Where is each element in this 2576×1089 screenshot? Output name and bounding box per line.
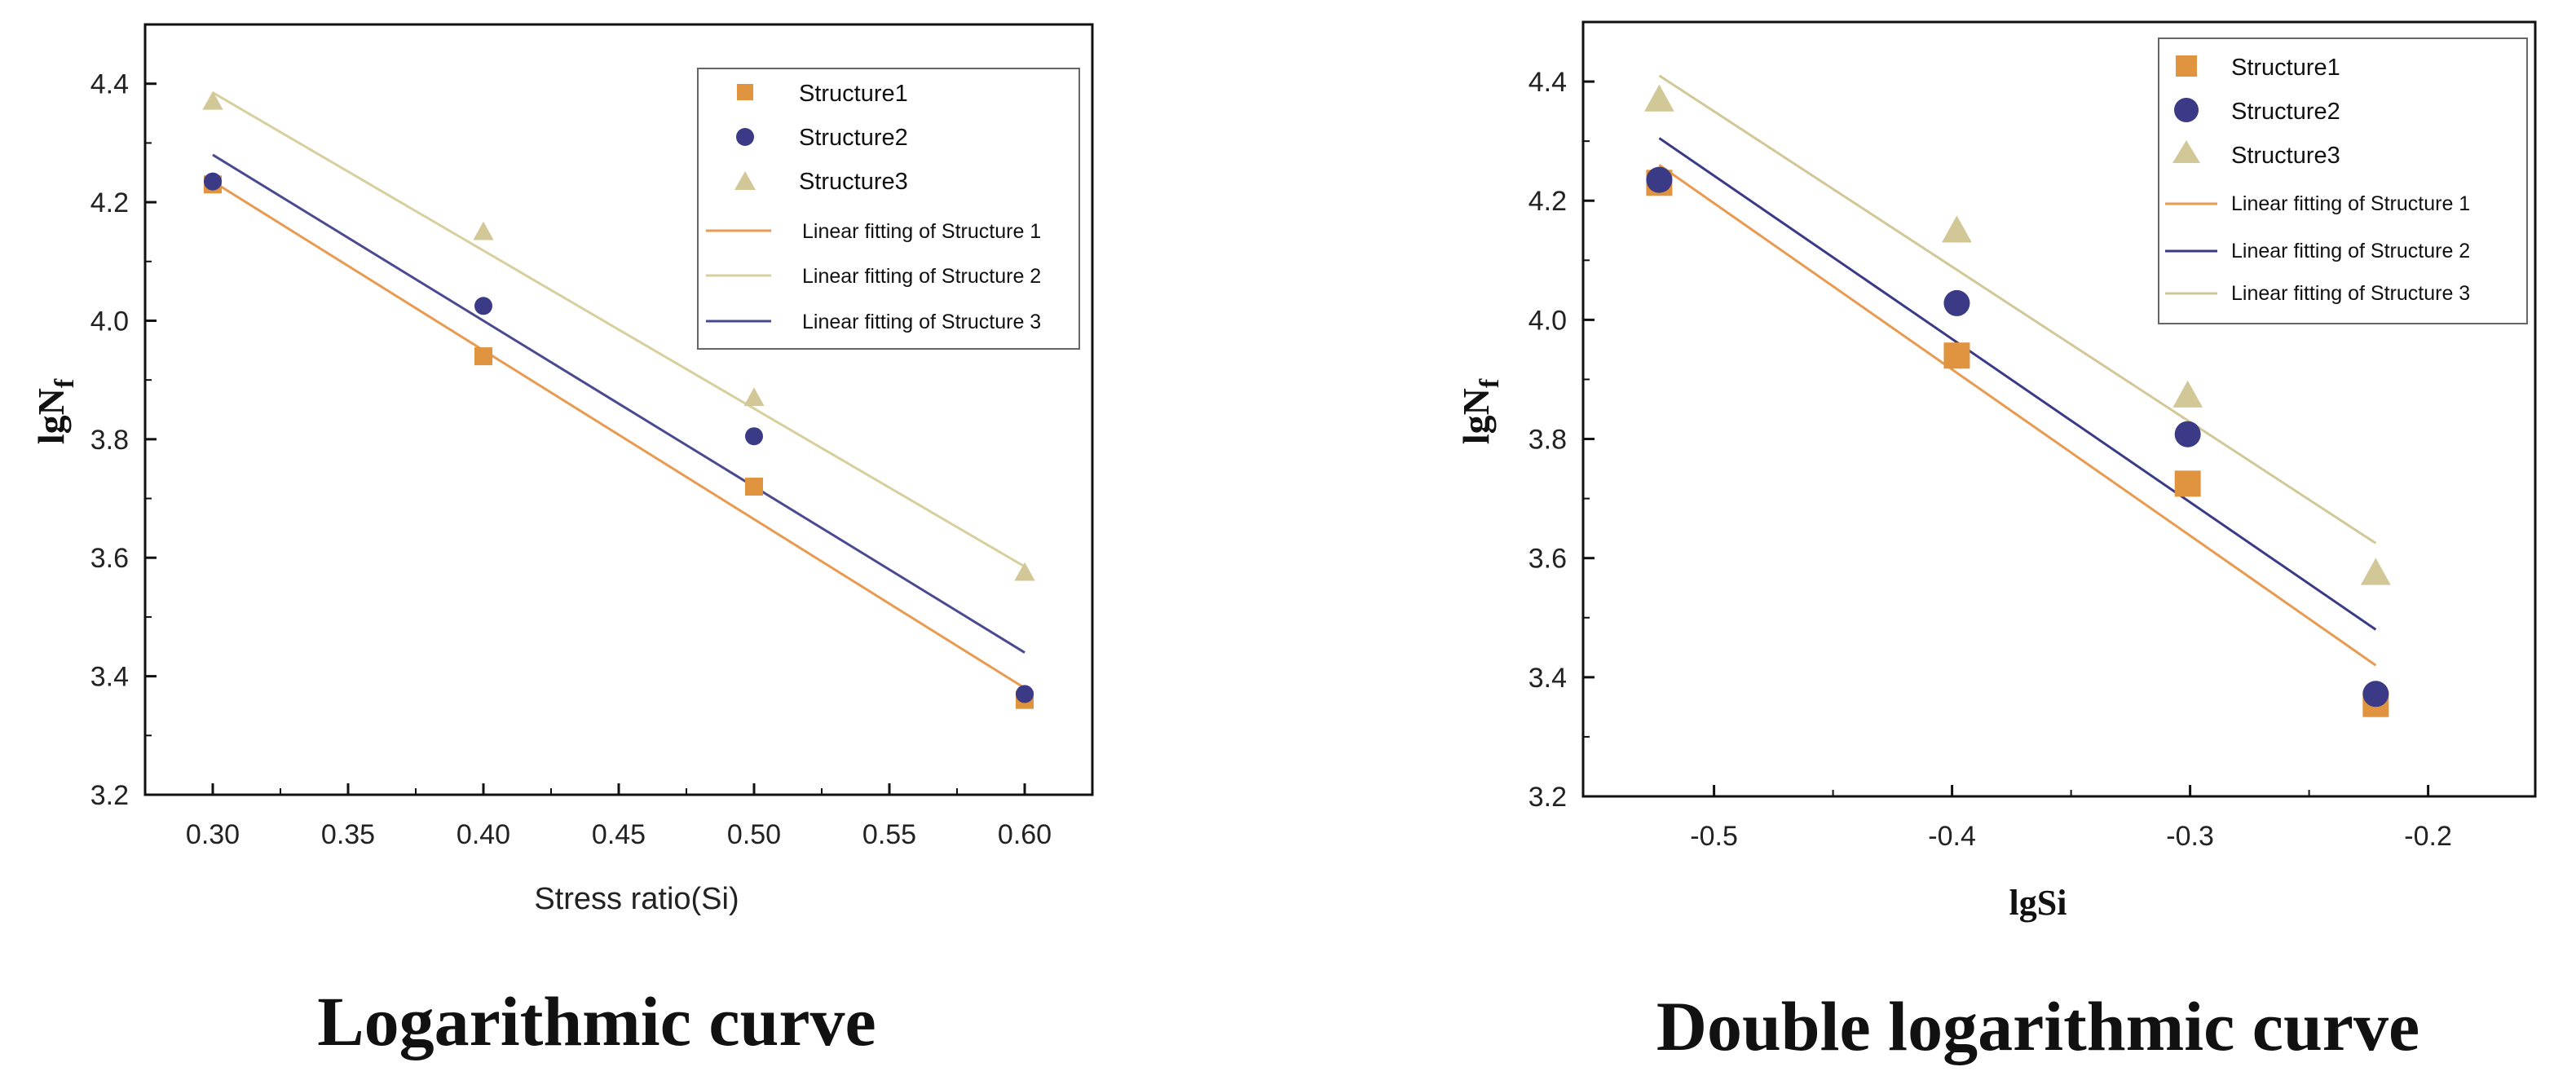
legend-label-structure3: Structure3: [799, 169, 908, 195]
point-structure3: [1014, 562, 1035, 581]
y-tick-label: 3.4: [1528, 663, 1567, 694]
point-structure2: [2362, 681, 2389, 708]
y-tick-label: 3.2: [1528, 782, 1567, 813]
x-tick-label: -0.2: [2404, 821, 2452, 852]
legend-label-fit3: Linear fitting of Structure 3: [2231, 282, 2470, 305]
legend-label-structure2: Structure2: [799, 125, 908, 151]
y-tick-label: 4.4: [90, 69, 129, 100]
legend-label-structure1: Structure1: [799, 81, 908, 107]
fit-line-3: [1658, 74, 2377, 544]
legend-marker-structure3: [2172, 140, 2200, 163]
x-tick-label: 0.55: [862, 819, 916, 850]
x-tick-label: -0.5: [1690, 821, 1738, 852]
plot-frame: [1581, 20, 2537, 798]
point-structure1: [1943, 342, 1970, 369]
legend-label-fit3: Linear fitting of Structure 3: [802, 311, 1041, 333]
legend-marker-structure3: [734, 171, 756, 190]
legend-label-fit2: Linear fitting of Structure 2: [2231, 240, 2470, 262]
y-tick-label: 4.2: [90, 187, 129, 218]
x-tick-label: 0.40: [457, 819, 510, 850]
x-tick-label: -0.4: [1928, 821, 1976, 852]
point-structure2: [204, 172, 222, 191]
point-structure3: [2172, 380, 2203, 408]
fit-line-1: [1658, 164, 2377, 667]
legend-label-fit2: Linear fitting of Structure 2: [802, 265, 1041, 288]
point-structure2: [474, 297, 492, 315]
y-tick-label: 3.8: [90, 425, 129, 456]
legend-marker-structure2: [736, 128, 754, 146]
fit-lines: [212, 91, 1026, 690]
y-axis-ticks: 3.2 3.4 3.6 3.8 4.0 4.2 4.4: [1528, 67, 1595, 813]
legend-box: [697, 68, 1080, 350]
point-structure3: [2360, 558, 2391, 585]
y-tick-label: 4.0: [90, 306, 129, 337]
x-tick-label: 0.45: [592, 819, 646, 850]
point-structure3: [202, 90, 223, 110]
y-axis-label: lgNf: [1455, 378, 1505, 444]
y-tick-label: 4.4: [1528, 67, 1567, 98]
x-axis-ticks: 0.30 0.35 0.40 0.45 0.50 0.55 0.60: [186, 783, 1052, 850]
point-structure3: [1644, 84, 1674, 112]
x-tick-label: 0.35: [321, 819, 375, 850]
point-structure1: [745, 478, 763, 496]
point-structure3: [743, 387, 765, 407]
fit-lines: [1658, 74, 2377, 667]
point-structure2: [1943, 289, 1970, 316]
caption-double-logarithmic: Double logarithmic curve: [1656, 987, 2419, 1065]
legend: Structure1 Structure2 Structure3 Linear …: [697, 68, 1080, 350]
legend-label-structure1: Structure1: [2231, 55, 2340, 81]
y-tick-label: 3.8: [1528, 425, 1567, 456]
y-tick-label: 3.2: [90, 780, 129, 811]
x-tick-label: 0.50: [727, 819, 781, 850]
fit-line-2: [1658, 137, 2377, 631]
point-structure3: [1942, 215, 1972, 243]
y-tick-label: 3.4: [90, 662, 129, 693]
data-points: [202, 90, 1035, 709]
point-structure2: [1646, 166, 1673, 193]
legend: Structure1 Structure2 Structure3 Linear …: [2158, 37, 2528, 324]
legend-label-structure2: Structure2: [2231, 99, 2340, 125]
point-structure2: [1016, 685, 1034, 703]
legend-marker-structure2: [2174, 98, 2199, 122]
fit-line-1: [212, 180, 1026, 690]
y-tick-label: 4.2: [1528, 186, 1567, 217]
x-axis-label: Stress ratio(Si): [534, 882, 739, 916]
y-axis-ticks: 3.2 3.4 3.6 3.8 4.0 4.2 4.4: [90, 69, 157, 811]
point-structure2: [745, 427, 763, 446]
legend-marker-structure1: [2176, 55, 2197, 77]
legend-box: [2158, 37, 2528, 324]
fit-line-3: [212, 153, 1026, 654]
data-points: [1644, 84, 2391, 717]
point-structure1: [474, 347, 492, 366]
point-structure1: [2174, 470, 2201, 497]
x-axis-ticks: -0.5 -0.4 -0.3 -0.2: [1690, 785, 2452, 852]
x-tick-label: 0.60: [998, 819, 1052, 850]
legend-label-fit1: Linear fitting of Structure 1: [2231, 192, 2470, 215]
x-axis-label: lgSi: [2009, 883, 2067, 923]
x-tick-label: -0.3: [2166, 821, 2214, 852]
y-tick-label: 4.0: [1528, 305, 1567, 336]
y-tick-label: 3.6: [90, 543, 129, 574]
y-tick-label: 3.6: [1528, 544, 1567, 575]
fit-line-2: [212, 91, 1026, 568]
point-structure2: [2174, 421, 2201, 448]
y-axis-label: lgNf: [30, 378, 80, 444]
logarithmic-chart: 3.23.43.63.84.04.24.4 0.30 0.35 0.40 0.45 0.…: [30, 23, 1094, 1060]
point-structure3: [473, 221, 494, 240]
caption-logarithmic: Logarithmic curve: [317, 982, 876, 1060]
legend-label-fit1: Linear fitting of Structure 1: [802, 220, 1041, 243]
legend-label-structure3: Structure3: [2231, 143, 2340, 169]
legend-marker-structure1: [737, 84, 753, 100]
double-logarithmic-chart: 3.2 3.4 3.6 3.8 4.0 4.2 4.4 -0.5 -0.4 -0.3 -0.2 l…: [1455, 20, 2537, 1065]
x-tick-label: 0.30: [186, 819, 240, 850]
